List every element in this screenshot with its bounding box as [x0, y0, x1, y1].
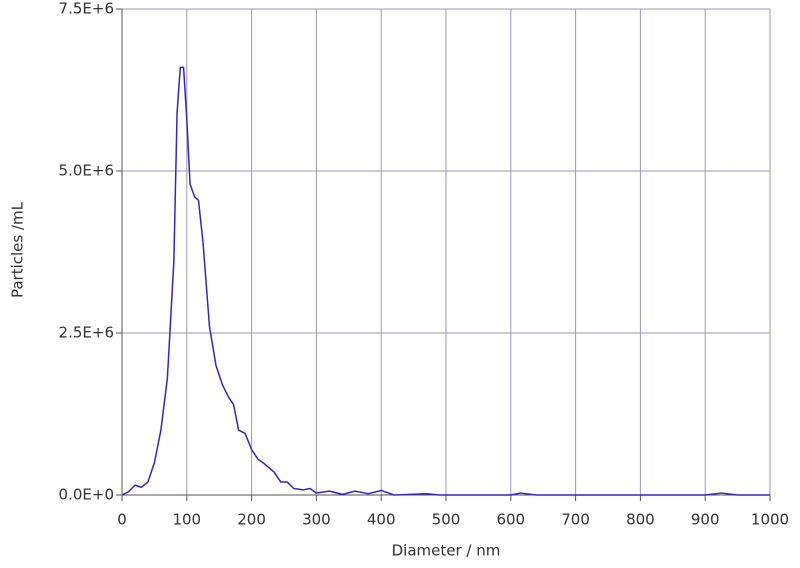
x-tick-label: 0: [117, 511, 127, 529]
y-tick-label: 2.5E+6: [59, 324, 114, 342]
x-tick-label: 500: [432, 511, 461, 529]
x-tick-label: 900: [691, 511, 720, 529]
x-tick-label: 700: [561, 511, 590, 529]
x-tick-label: 200: [237, 511, 266, 529]
data-line: [121, 66, 770, 496]
x-tick-label: 1000: [751, 511, 789, 529]
y-tick-label: 0.0E+0: [59, 486, 114, 504]
y-axis-title: Particles /mL: [9, 201, 27, 298]
x-tick-label: 400: [367, 511, 396, 529]
x-tick-label: 100: [172, 511, 201, 529]
y-tick-label: 5.0E+6: [59, 162, 114, 180]
x-axis-title: Diameter / nm: [392, 542, 501, 560]
x-tick-label: 600: [496, 511, 525, 529]
x-tick-label: 300: [302, 511, 331, 529]
x-tick-label: 800: [626, 511, 655, 529]
y-tick-label: 7.5E+6: [59, 0, 114, 18]
